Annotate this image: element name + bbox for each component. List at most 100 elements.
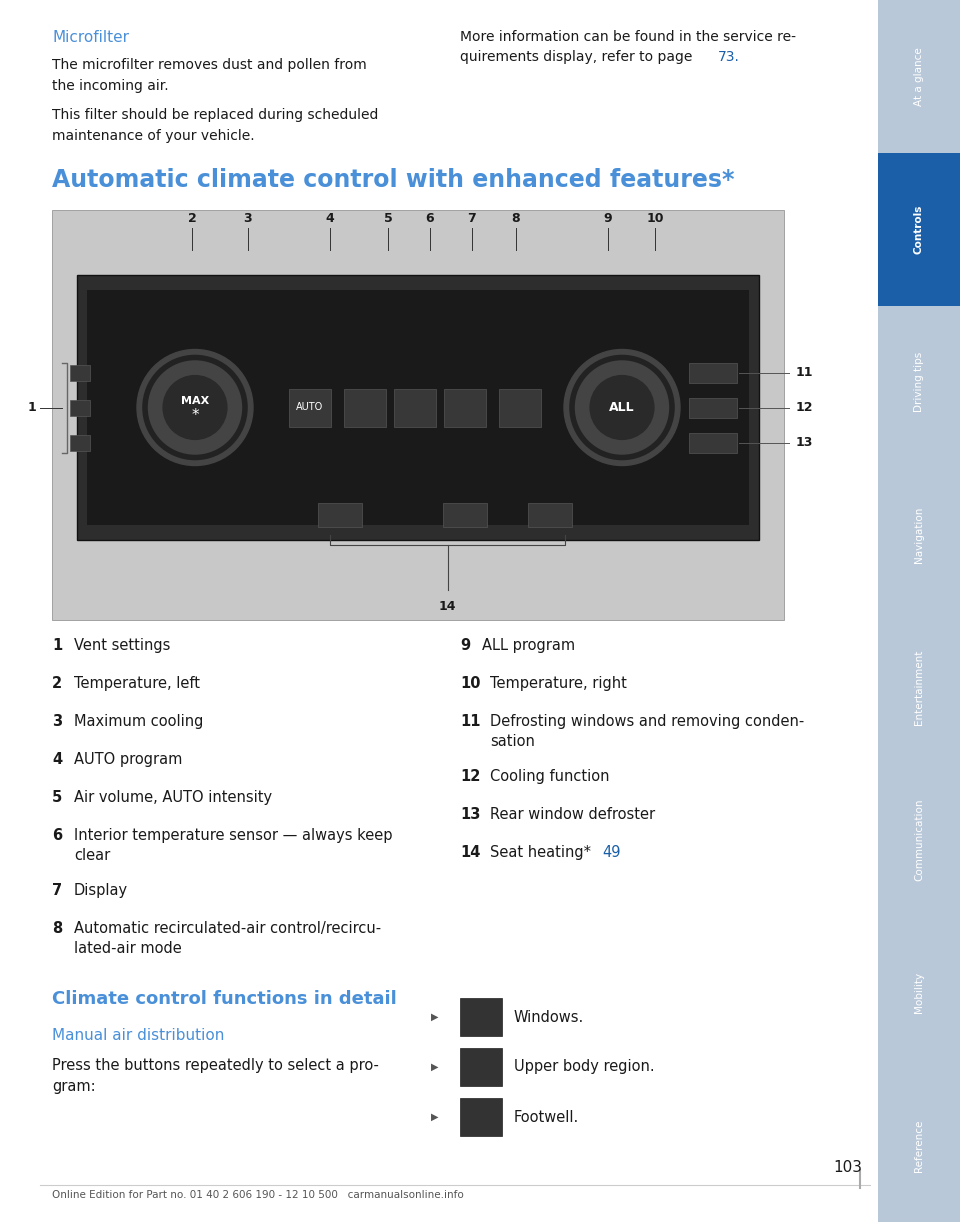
Text: Defrosting windows and removing conden-
sation: Defrosting windows and removing conden- … <box>490 714 804 749</box>
Text: Windows.: Windows. <box>514 1009 585 1024</box>
Text: 2: 2 <box>52 676 62 690</box>
Text: ▶: ▶ <box>431 1062 439 1072</box>
Text: 10: 10 <box>460 676 481 690</box>
Text: Vent settings: Vent settings <box>74 638 170 653</box>
Text: ▶: ▶ <box>431 1112 439 1122</box>
Bar <box>318 503 362 527</box>
Text: 6: 6 <box>52 829 62 843</box>
Circle shape <box>137 349 253 466</box>
Text: Upper body region.: Upper body region. <box>514 1059 655 1074</box>
Bar <box>443 503 487 527</box>
Bar <box>689 363 737 382</box>
Text: 14: 14 <box>439 600 456 613</box>
Bar <box>689 433 737 452</box>
Bar <box>878 611 960 764</box>
Bar <box>87 290 749 525</box>
Text: AUTO program: AUTO program <box>74 752 182 767</box>
Text: Driving tips: Driving tips <box>914 352 924 412</box>
Text: ▶: ▶ <box>431 1012 439 1022</box>
Bar <box>52 210 784 620</box>
Bar <box>878 458 960 611</box>
Text: 12: 12 <box>460 769 480 785</box>
Text: Temperature, right: Temperature, right <box>490 676 627 690</box>
Bar <box>878 1069 960 1222</box>
Text: Entertainment: Entertainment <box>914 650 924 725</box>
Bar <box>878 153 960 306</box>
Bar <box>878 764 960 916</box>
Bar <box>344 389 386 426</box>
Text: 103: 103 <box>833 1160 862 1176</box>
Text: 4: 4 <box>325 211 334 225</box>
Text: Temperature, left: Temperature, left <box>74 676 200 690</box>
Bar <box>70 400 90 415</box>
Text: 1: 1 <box>52 638 62 653</box>
Circle shape <box>163 375 227 440</box>
Text: 11: 11 <box>796 367 813 379</box>
Text: Mobility: Mobility <box>914 973 924 1013</box>
Bar <box>878 916 960 1069</box>
Text: 14: 14 <box>460 844 480 860</box>
Text: 8: 8 <box>512 211 520 225</box>
Text: 5: 5 <box>52 789 62 805</box>
Text: 4: 4 <box>52 752 62 767</box>
Text: AUTO: AUTO <box>297 402 324 413</box>
Text: *: * <box>191 408 199 423</box>
Bar <box>460 1048 502 1086</box>
Text: Display: Display <box>74 884 128 898</box>
Bar <box>528 503 572 527</box>
Text: Automatic recirculated-air control/recircu-
lated-air mode: Automatic recirculated-air control/recir… <box>74 921 381 957</box>
Text: 2: 2 <box>187 211 197 225</box>
Text: 3: 3 <box>244 211 252 225</box>
Text: 7: 7 <box>52 884 62 898</box>
Text: At a glance: At a glance <box>914 46 924 106</box>
Text: Press the buttons repeatedly to select a pro-
gram:: Press the buttons repeatedly to select a… <box>52 1058 379 1094</box>
Bar <box>289 389 331 426</box>
Text: Navigation: Navigation <box>914 506 924 563</box>
Bar <box>499 389 541 426</box>
Text: Maximum cooling: Maximum cooling <box>74 714 204 730</box>
Text: Cooling function: Cooling function <box>490 769 610 785</box>
Bar <box>878 0 960 153</box>
Bar <box>444 389 486 426</box>
Text: 1: 1 <box>28 401 36 414</box>
Text: Manual air distribution: Manual air distribution <box>52 1028 225 1044</box>
Text: quirements display, refer to page: quirements display, refer to page <box>460 50 697 64</box>
Text: Climate control functions in detail: Climate control functions in detail <box>52 990 396 1008</box>
Text: Footwell.: Footwell. <box>514 1110 579 1124</box>
Text: Seat heating*: Seat heating* <box>490 844 605 860</box>
Bar <box>878 306 960 458</box>
Text: 7: 7 <box>468 211 476 225</box>
Bar <box>460 1099 502 1136</box>
Bar <box>70 435 90 451</box>
Text: 13: 13 <box>460 807 480 822</box>
Text: More information can be found in the service re-: More information can be found in the ser… <box>460 31 796 44</box>
Text: 9: 9 <box>604 211 612 225</box>
Text: 9: 9 <box>460 638 470 653</box>
Text: ALL program: ALL program <box>482 638 575 653</box>
Text: Rear window defroster: Rear window defroster <box>490 807 655 822</box>
Text: Air volume, AUTO intensity: Air volume, AUTO intensity <box>74 789 272 805</box>
Text: The microfilter removes dust and pollen from
the incoming air.: The microfilter removes dust and pollen … <box>52 57 367 93</box>
Circle shape <box>564 349 680 466</box>
Text: Reference: Reference <box>914 1119 924 1172</box>
Text: Automatic climate control with enhanced features*: Automatic climate control with enhanced … <box>52 167 734 192</box>
Bar <box>77 275 759 540</box>
Text: This filter should be replaced during scheduled
maintenance of your vehicle.: This filter should be replaced during sc… <box>52 108 378 143</box>
Text: 10: 10 <box>646 211 663 225</box>
Text: Communication: Communication <box>914 799 924 881</box>
Text: 8: 8 <box>52 921 62 936</box>
Text: 3: 3 <box>52 714 62 730</box>
Bar <box>460 998 502 1036</box>
Text: 5: 5 <box>384 211 393 225</box>
Text: ALL: ALL <box>610 401 635 414</box>
Bar <box>70 364 90 380</box>
Text: MAX: MAX <box>180 396 209 407</box>
Bar <box>394 389 436 426</box>
Circle shape <box>590 375 654 440</box>
Text: 12: 12 <box>796 401 813 414</box>
Text: 13: 13 <box>796 436 813 448</box>
Text: Online Edition for Part no. 01 40 2 606 190 - 12 10 500   carmanualsonline.info: Online Edition for Part no. 01 40 2 606 … <box>52 1190 464 1200</box>
Text: Microfilter: Microfilter <box>52 31 129 45</box>
Text: Interior temperature sensor — always keep
clear: Interior temperature sensor — always kee… <box>74 829 393 864</box>
Text: 11: 11 <box>460 714 481 730</box>
